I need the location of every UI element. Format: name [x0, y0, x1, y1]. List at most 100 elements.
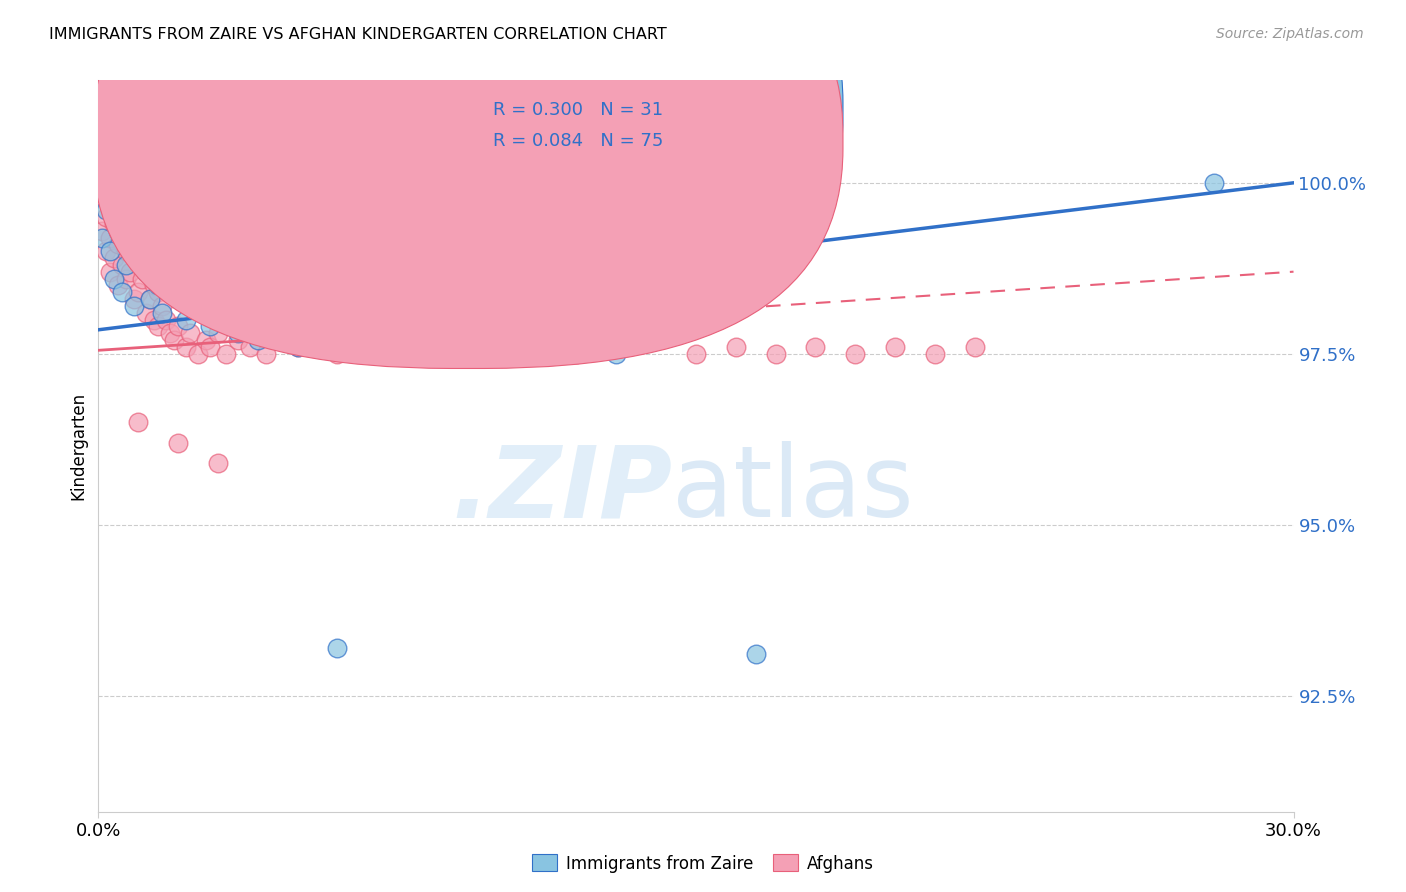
Point	[565, 347, 588, 361]
Point	[135, 265, 157, 279]
Y-axis label: Kindergarten: Kindergarten	[69, 392, 87, 500]
Point	[406, 333, 429, 347]
Point	[111, 258, 134, 272]
Point	[127, 415, 149, 429]
Point	[139, 292, 162, 306]
Point	[198, 319, 221, 334]
Point	[96, 203, 118, 218]
Point	[198, 340, 221, 354]
Point	[187, 285, 209, 300]
Point	[127, 285, 149, 300]
Point	[155, 312, 177, 326]
Point	[685, 347, 707, 361]
Point	[131, 271, 153, 285]
Point	[107, 224, 129, 238]
Point	[385, 347, 409, 361]
Point	[120, 265, 142, 279]
Point	[148, 278, 170, 293]
Point	[98, 244, 122, 259]
Point	[103, 251, 125, 265]
Point	[207, 278, 229, 293]
Legend: Immigrants from Zaire, Afghans: Immigrants from Zaire, Afghans	[526, 847, 880, 880]
Point	[605, 340, 627, 354]
Point	[246, 326, 269, 341]
Point	[724, 340, 747, 354]
Point	[115, 210, 138, 224]
Point	[884, 340, 907, 354]
Text: atlas: atlas	[672, 442, 914, 539]
Point	[226, 326, 249, 341]
Point	[107, 278, 129, 293]
Text: Source: ZipAtlas.com: Source: ZipAtlas.com	[1216, 27, 1364, 41]
Point	[446, 340, 468, 354]
Point	[120, 217, 142, 231]
Point	[124, 299, 146, 313]
Point	[98, 265, 122, 279]
Point	[91, 189, 114, 203]
Text: R = 0.084   N = 75: R = 0.084 N = 75	[494, 132, 664, 150]
Point	[346, 333, 368, 347]
Point	[120, 237, 142, 252]
Point	[127, 251, 149, 265]
Point	[287, 340, 309, 354]
Point	[107, 189, 129, 203]
Point	[124, 237, 146, 252]
Point	[326, 640, 349, 655]
Point	[103, 217, 125, 231]
Point	[115, 244, 138, 259]
Point	[167, 292, 190, 306]
Point	[207, 326, 229, 341]
FancyBboxPatch shape	[93, 0, 844, 368]
Point	[91, 224, 114, 238]
Text: .ZIP: .ZIP	[451, 442, 672, 539]
Point	[139, 292, 162, 306]
Point	[366, 340, 388, 354]
Point	[127, 244, 149, 259]
Point	[107, 196, 129, 211]
Point	[150, 306, 173, 320]
Point	[103, 271, 125, 285]
Point	[150, 299, 173, 313]
Point	[91, 230, 114, 244]
Point	[107, 237, 129, 252]
Text: IMMIGRANTS FROM ZAIRE VS AFGHAN KINDERGARTEN CORRELATION CHART: IMMIGRANTS FROM ZAIRE VS AFGHAN KINDERGA…	[49, 27, 666, 42]
Point	[111, 224, 134, 238]
Point	[963, 340, 986, 354]
Point	[765, 347, 787, 361]
Text: R = 0.300   N = 31: R = 0.300 N = 31	[494, 102, 662, 120]
Point	[174, 340, 197, 354]
Point	[159, 326, 181, 341]
Point	[605, 347, 627, 361]
Point	[131, 217, 153, 231]
Point	[98, 203, 122, 218]
Point	[127, 251, 149, 265]
Point	[195, 333, 218, 347]
Point	[159, 271, 181, 285]
Point	[120, 230, 142, 244]
Point	[485, 347, 508, 361]
Point	[267, 333, 290, 347]
Point	[207, 456, 229, 470]
Point	[174, 312, 197, 326]
Point	[226, 333, 249, 347]
Point	[267, 299, 290, 313]
Point	[96, 244, 118, 259]
FancyBboxPatch shape	[433, 87, 792, 164]
Point	[139, 258, 162, 272]
Point	[246, 333, 269, 347]
Point	[924, 347, 946, 361]
Point	[135, 306, 157, 320]
Point	[111, 285, 134, 300]
Point	[135, 265, 157, 279]
Point	[287, 340, 309, 354]
Point	[115, 271, 138, 285]
Point	[115, 258, 138, 272]
Point	[326, 347, 349, 361]
Point	[167, 435, 190, 450]
Point	[179, 326, 201, 341]
Point	[143, 312, 166, 326]
Point	[143, 244, 166, 259]
Point	[163, 333, 186, 347]
Point	[148, 285, 170, 300]
Point	[96, 210, 118, 224]
